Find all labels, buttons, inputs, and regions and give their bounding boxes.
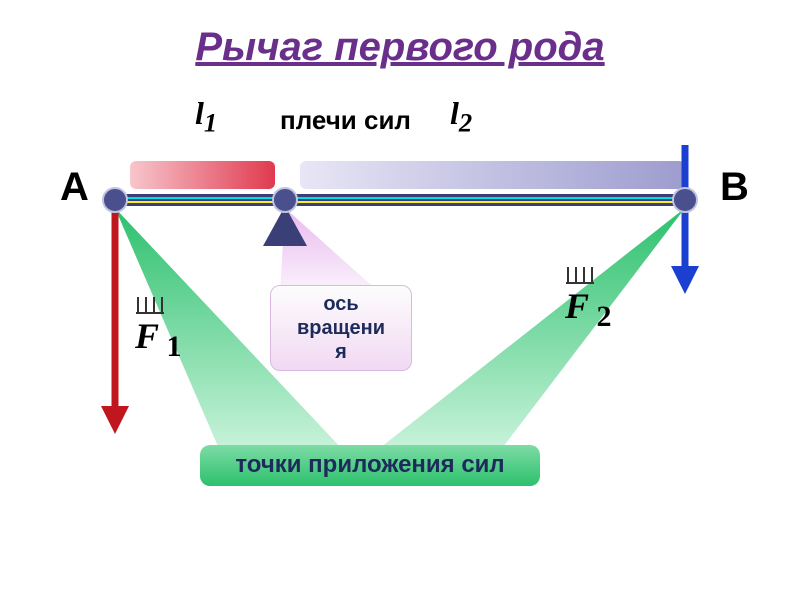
- label-l1: l1: [195, 95, 217, 138]
- l1-base: l: [195, 95, 204, 131]
- label-f2: F 2: [565, 285, 612, 334]
- callout-axis-l2: вращени: [297, 317, 385, 339]
- l1-sub: 1: [204, 107, 217, 137]
- pointer-points-b: [376, 208, 685, 451]
- label-a: A: [60, 165, 89, 210]
- node-b: [673, 188, 697, 212]
- label-b: B: [720, 165, 749, 210]
- hatch-f2: [566, 267, 594, 283]
- f2-sub: 2: [589, 300, 612, 333]
- f2-base: F: [565, 286, 589, 326]
- label-arms: плечи сил: [280, 105, 411, 136]
- callout-points: точки приложения сил: [200, 445, 540, 486]
- pointer-axis: [280, 208, 380, 293]
- bracket-l2: [300, 161, 685, 189]
- lever-bar: [107, 194, 693, 206]
- l2-sub: 2: [459, 107, 472, 137]
- l2-base: l: [450, 95, 459, 131]
- node-a: [103, 188, 127, 212]
- label-f1: F 1: [135, 315, 182, 364]
- f1-base: F: [135, 316, 159, 356]
- f1-sub: 1: [159, 330, 182, 363]
- callout-axis-l3: я: [335, 341, 347, 363]
- callout-axis-l1: ось: [323, 293, 358, 315]
- label-l2: l2: [450, 95, 472, 138]
- node-fulcrum: [273, 188, 297, 212]
- callout-axis: ось вращени я: [270, 285, 412, 371]
- bracket-l1: [130, 161, 275, 189]
